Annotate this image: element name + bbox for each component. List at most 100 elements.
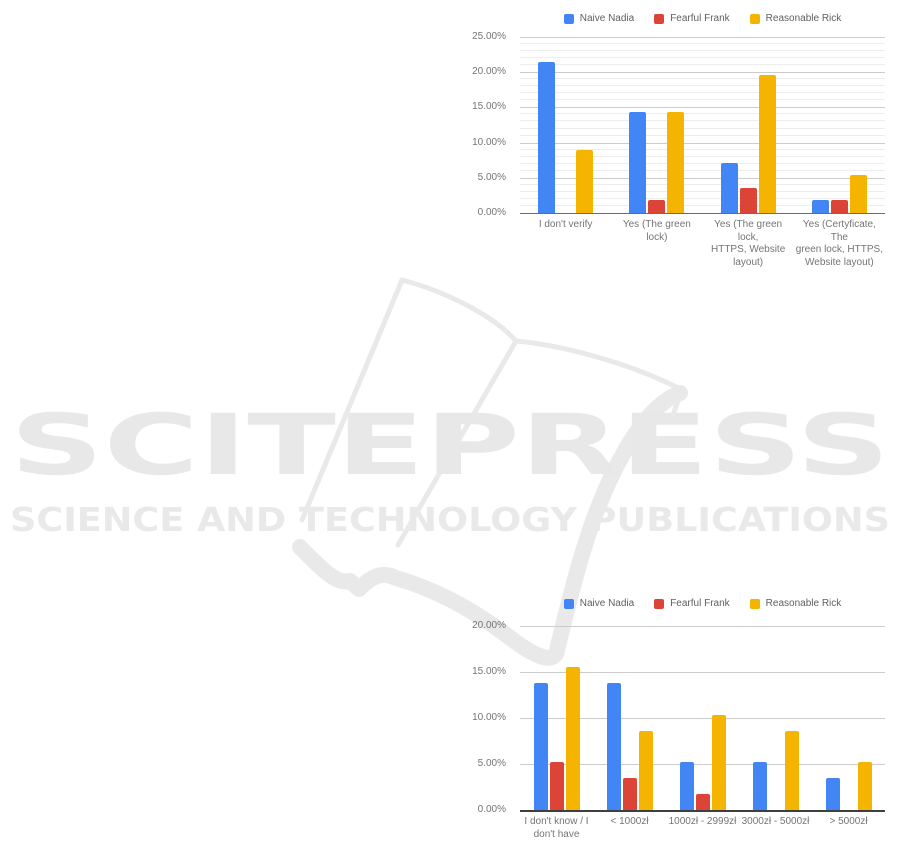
minor-gridline [520, 99, 885, 101]
bar-group [812, 626, 885, 810]
legend-label: Naive Nadia [579, 13, 635, 24]
y-tick-label: 15.00% [472, 101, 506, 113]
watermark-subtitle: SCIENCE AND TECHNOLOGY PUBLICATIONS [10, 500, 890, 539]
major-gridline [520, 72, 885, 74]
major-gridline [520, 177, 885, 179]
legend-item: Naive Nadia [563, 598, 634, 609]
bar [549, 762, 564, 810]
plot-area [520, 37, 885, 214]
minor-gridline [520, 92, 885, 94]
bar [667, 112, 685, 213]
y-tick-label: 10.00% [472, 136, 506, 148]
bar [576, 150, 594, 213]
bar-group [520, 626, 593, 810]
y-tick-label: 5.00% [477, 171, 506, 183]
x-axis-labels: I don't verify Yes (The green lock) Yes (T… [520, 219, 885, 269]
minor-gridline [520, 197, 885, 199]
plot-area [520, 626, 885, 812]
x-category-label: 3000zł - 5000zł [741, 816, 810, 827]
y-axis-labels: 0.00% 5.00% 10.00% 15.00% 20.00% 25.00% [438, 31, 514, 218]
x-category-label: Yes (Certyficate, The green lock, HTTPS,… [795, 219, 883, 268]
minor-gridline [520, 204, 885, 206]
bar [679, 762, 694, 810]
y-tick-label: 0.00% [477, 804, 506, 815]
legend-item: Fearful Frank [654, 598, 730, 609]
bar-group [703, 37, 794, 213]
bar-group [593, 626, 666, 810]
x-category-label: Yes (The green lock, HTTPS, Website layo… [710, 219, 786, 268]
legend-label: Reasonable Rick [765, 13, 842, 24]
open-book-watermark-icon [292, 277, 688, 666]
minor-gridline [520, 127, 885, 129]
y-tick-label: 10.00% [472, 712, 506, 723]
bar [784, 730, 799, 810]
bar [711, 714, 726, 810]
y-tick-label: 5.00% [477, 758, 506, 769]
minor-gridline [520, 85, 885, 87]
minor-gridline [520, 50, 885, 52]
x-category-label: Yes (The green lock) [622, 219, 691, 243]
bar [622, 778, 637, 810]
bar [849, 175, 867, 213]
legend-swatch-icon [654, 598, 665, 609]
bar [629, 112, 647, 213]
legend-swatch-icon [563, 598, 574, 609]
legend-item: Naive Nadia [563, 13, 635, 24]
legend-swatch-icon [749, 598, 760, 609]
bar-group [611, 37, 702, 213]
bar [638, 730, 653, 810]
y-tick-label: 25.00% [472, 31, 506, 42]
y-axis-labels: 0.00% 5.00% 10.00% 15.00% 20.00% [438, 620, 514, 815]
minor-gridline [520, 113, 885, 115]
bar [857, 762, 872, 810]
legend-item: Fearful Frank [654, 13, 730, 24]
minor-gridline [520, 134, 885, 136]
legend-item: Reasonable Rick [749, 598, 842, 609]
major-gridline [520, 107, 885, 109]
minor-gridline [520, 64, 885, 66]
bar-group [666, 626, 739, 810]
major-gridline [520, 626, 885, 627]
x-category-label: < 1000zł [610, 816, 649, 827]
major-gridline [520, 718, 885, 719]
minor-gridline [520, 169, 885, 171]
minor-gridline [520, 120, 885, 122]
legend-swatch-icon [749, 13, 760, 24]
y-tick-label: 20.00% [472, 66, 506, 78]
bar [752, 762, 767, 810]
major-gridline [520, 37, 885, 38]
verification-methods-bar-chart: Naive Nadia Fearful Frank Reasonable Rick … [438, 8, 901, 290]
bar [825, 778, 840, 810]
bar-group [739, 626, 812, 810]
legend-label: Fearful Frank [670, 13, 730, 24]
watermark-title: SCITEPRESS [10, 396, 890, 494]
bar [538, 62, 556, 213]
bar [565, 667, 580, 810]
bar [758, 74, 776, 213]
bar [739, 187, 757, 213]
major-gridline [520, 142, 885, 144]
legend-label: Reasonable Rick [765, 598, 842, 609]
x-category-label: I don't know / I don't have [524, 816, 589, 840]
bar [533, 683, 548, 810]
bar [606, 683, 621, 810]
legend-swatch-icon [654, 13, 665, 24]
x-axis-labels: I don't know / I don't have < 1000zł 1000z… [520, 816, 885, 841]
bar [811, 200, 829, 213]
major-gridline [520, 672, 885, 673]
bar [720, 162, 738, 213]
minor-gridline [520, 183, 885, 185]
x-category-label: I don't verify [538, 219, 593, 230]
y-tick-label: 0.00% [477, 207, 506, 218]
bar-group [520, 37, 611, 213]
y-tick-label: 15.00% [472, 666, 506, 677]
bar [830, 200, 848, 213]
loss-amount-bar-chart: Naive Nadia Fearful Frank Reasonable Rick … [438, 592, 901, 842]
x-category-label: > 5000zł [829, 816, 868, 827]
minor-gridline [520, 57, 885, 59]
x-category-label: 1000zł - 2999zł [668, 816, 737, 827]
legend-label: Fearful Frank [670, 598, 730, 609]
minor-gridline [520, 155, 885, 157]
bar [695, 794, 710, 810]
